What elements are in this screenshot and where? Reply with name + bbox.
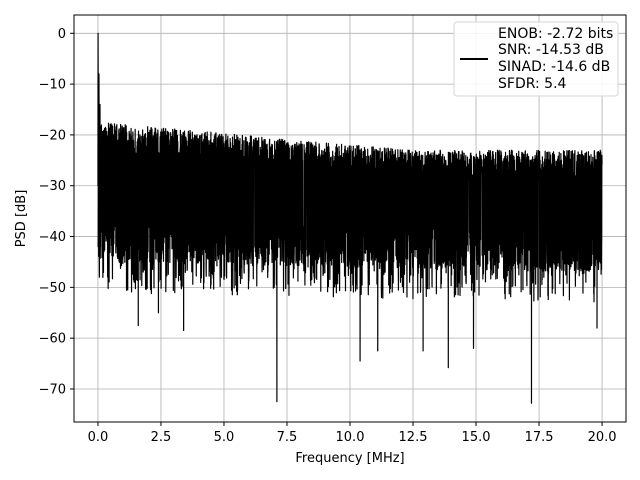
legend-line-enob: ENOB: -2.72 bits xyxy=(498,26,613,42)
y-tick-label: −30 xyxy=(39,179,66,194)
legend-line-sfdr: SFDR: 5.4 xyxy=(498,76,567,92)
x-tick-label: 5.0 xyxy=(214,430,235,445)
x-tick-label: 0.0 xyxy=(88,430,109,445)
y-tick-label: −60 xyxy=(39,332,66,347)
legend-line-sinad: SINAD: -14.6 dB xyxy=(498,59,610,75)
x-tick-label: 12.5 xyxy=(399,430,428,445)
y-tick-label: −70 xyxy=(39,382,66,397)
psd-trace xyxy=(97,32,603,404)
x-tick-label: 15.0 xyxy=(462,430,491,445)
y-tick-label: −20 xyxy=(39,128,66,143)
legend-box xyxy=(453,21,619,97)
x-axis-label: Frequency [MHz] xyxy=(295,451,404,466)
y-tick-label: −40 xyxy=(39,230,66,245)
x-axis: 0.0 2.5 5.0 7.5 10.0 12.5 15.0 17.5 20.0 xyxy=(88,422,617,445)
y-tick-label: −10 xyxy=(39,78,66,93)
y-tick-label: 0 xyxy=(58,27,66,42)
x-tick-label: 17.5 xyxy=(525,430,554,445)
y-axis-label: PSD [dB] xyxy=(14,190,29,248)
y-axis: 0 −10 −20 −30 −40 −50 −60 −70 xyxy=(39,27,74,397)
x-tick-label: 7.5 xyxy=(277,430,298,445)
legend-line-snr: SNR: -14.53 dB xyxy=(498,42,604,58)
y-tick-label: −50 xyxy=(39,281,66,296)
legend: ENOB: -2.72 bits SNR: -14.53 dB SINAD: -… xyxy=(453,21,619,97)
x-tick-label: 20.0 xyxy=(588,430,617,445)
x-tick-label: 2.5 xyxy=(151,430,172,445)
psd-series xyxy=(97,32,603,404)
x-tick-label: 10.0 xyxy=(336,430,365,445)
